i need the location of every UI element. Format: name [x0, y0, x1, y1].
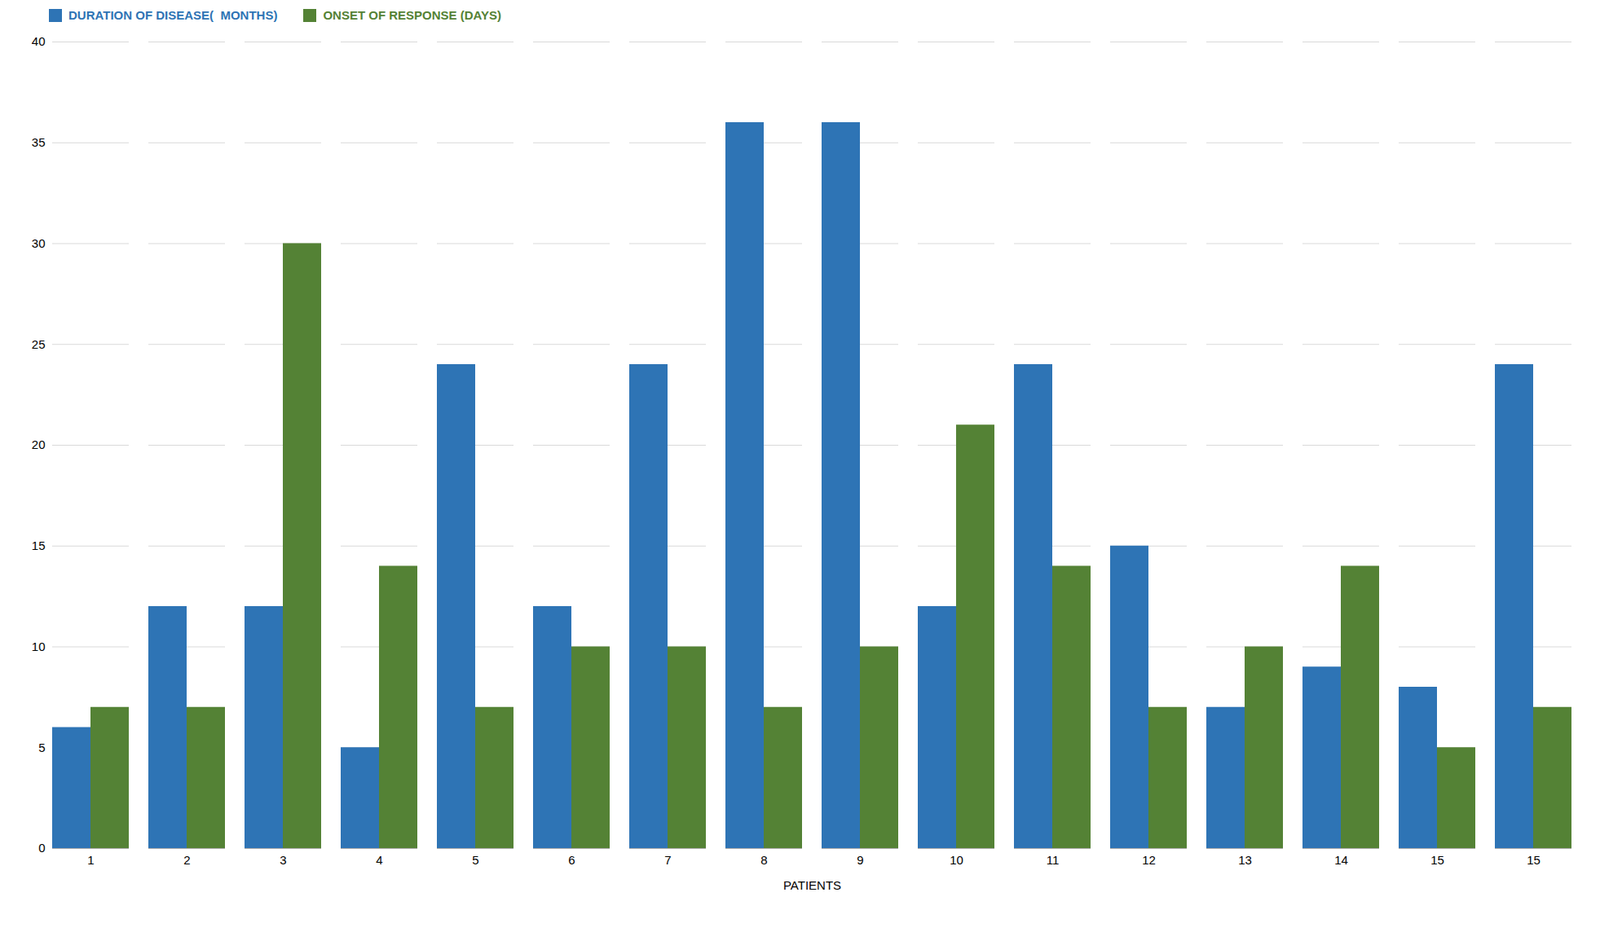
svg-text:9: 9 [856, 853, 864, 868]
svg-text:2: 2 [183, 853, 190, 868]
svg-text:0: 0 [38, 841, 45, 856]
svg-text:35: 35 [31, 135, 46, 150]
svg-text:40: 40 [31, 34, 46, 49]
svg-text:10: 10 [31, 639, 46, 654]
svg-text:15: 15 [1430, 853, 1445, 868]
svg-text:7: 7 [664, 853, 671, 868]
svg-text:12: 12 [1141, 853, 1156, 868]
html-text:ONSET OF RESPONSE (DAYS): ONSET OF RESPONSE (DAYS) [323, 8, 502, 23]
svg-text:20: 20 [31, 437, 46, 452]
svg-text:PATIENTS: PATIENTS [783, 878, 842, 893]
svg-text:3: 3 [279, 853, 287, 868]
svg-text:15: 15 [31, 538, 46, 553]
svg-text:11: 11 [1046, 853, 1060, 868]
svg-text:4: 4 [375, 853, 383, 868]
svg-text:1: 1 [87, 853, 94, 868]
svg-text:30: 30 [31, 236, 46, 251]
html-text:DURATION OF DISEASE( MONTHS): DURATION OF DISEASE( MONTHS) [68, 8, 278, 23]
svg-text:25: 25 [31, 337, 46, 352]
svg-text:5: 5 [38, 740, 45, 755]
svg-text:8: 8 [760, 853, 767, 868]
svg-text:13: 13 [1238, 853, 1252, 868]
svg-text:10: 10 [949, 853, 964, 868]
svg-text:15: 15 [1526, 853, 1541, 868]
svg-text:6: 6 [568, 853, 575, 868]
svg-text:5: 5 [471, 853, 479, 868]
svg-text:14: 14 [1334, 853, 1349, 868]
